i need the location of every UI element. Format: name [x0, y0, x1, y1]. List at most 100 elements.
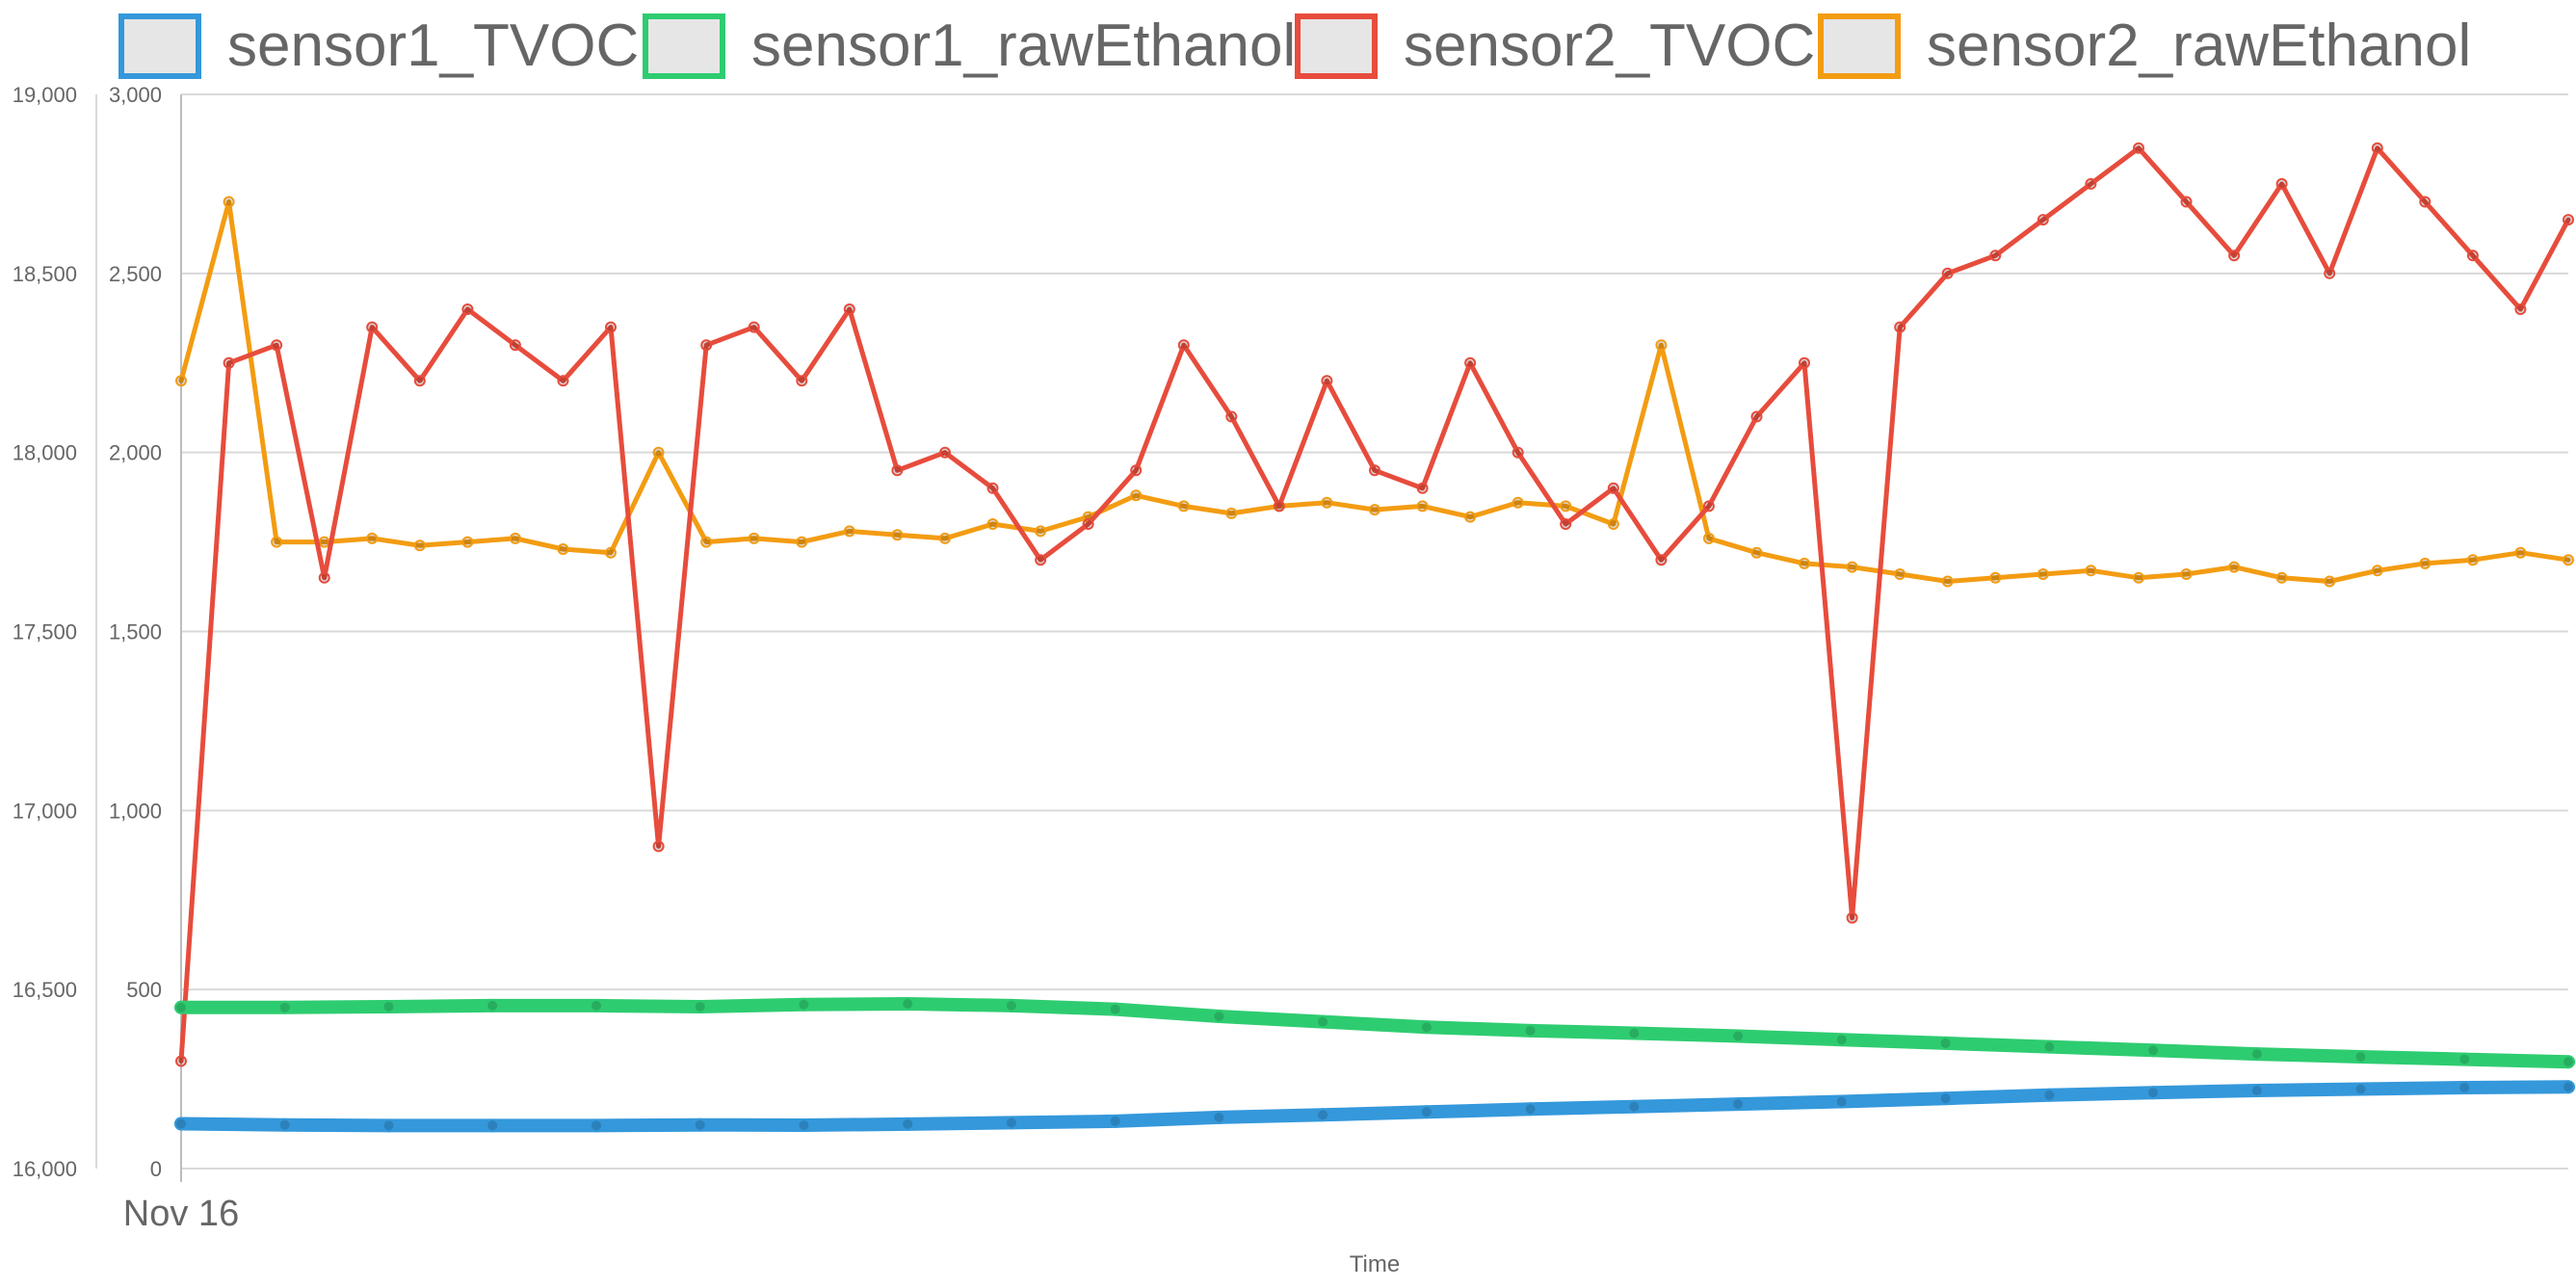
legend[interactable]: sensor1_TVOC sensor1_rawEthanol sensor2_TV…	[118, 13, 2471, 79]
data-point	[1627, 1026, 1642, 1040]
left-tick-label: 18,500	[13, 262, 77, 286]
data-point	[796, 536, 808, 548]
data-point	[1750, 410, 1763, 423]
data-point	[1177, 339, 1190, 352]
data-point	[1464, 356, 1477, 369]
legend-item-sensor1_rawEthanol[interactable]: sensor1_rawEthanol	[643, 13, 1296, 79]
data-point	[1834, 1094, 1849, 1109]
data-point	[557, 375, 569, 387]
data-point	[271, 339, 283, 352]
data-point	[2514, 546, 2527, 559]
data-point	[1607, 482, 1619, 494]
data-point	[700, 536, 713, 548]
legend-swatch	[118, 13, 201, 79]
data-point	[509, 339, 521, 352]
legend-label: sensor1_rawEthanol	[751, 13, 1296, 79]
data-point	[2563, 554, 2574, 566]
left-tick-label: 19,000	[13, 83, 77, 107]
data-point	[2228, 250, 2241, 262]
data-point	[1004, 1116, 1018, 1130]
series-line	[178, 145, 2571, 1064]
data-point	[1004, 998, 1018, 1012]
data-point	[1894, 568, 1906, 580]
data-point	[174, 1117, 188, 1131]
data-point	[2180, 196, 2193, 208]
data-point	[1523, 1102, 1538, 1117]
data-point	[1082, 518, 1094, 530]
data-point	[1523, 1023, 1538, 1038]
data-point	[2042, 1039, 2057, 1054]
data-point	[1316, 1014, 1330, 1029]
data-point	[939, 446, 951, 459]
data-point	[1130, 489, 1143, 502]
data-point	[2133, 571, 2144, 584]
data-point	[271, 536, 283, 548]
data-point	[2324, 575, 2336, 588]
data-point	[486, 998, 500, 1012]
data-point	[1655, 554, 1668, 566]
data-point	[413, 375, 426, 387]
data-point	[509, 532, 521, 544]
data-point	[605, 321, 617, 333]
data-point	[318, 536, 330, 548]
data-point	[700, 339, 713, 352]
data-point	[1511, 496, 1524, 509]
data-point	[1989, 571, 2002, 584]
data-point	[901, 997, 915, 1011]
data-point	[843, 525, 855, 538]
legend-item-sensor2_rawEthanol[interactable]: sensor2_rawEthanol	[1818, 13, 2471, 79]
legend-swatch	[1818, 13, 1901, 79]
data-point	[2371, 142, 2383, 154]
data-point	[1799, 557, 1810, 569]
data-point	[557, 543, 569, 555]
data-point	[366, 321, 379, 333]
data-point	[1130, 464, 1143, 477]
data-point	[1731, 1029, 1746, 1043]
legend-label: sensor2_rawEthanol	[1927, 13, 2471, 79]
data-point	[2275, 177, 2288, 190]
data-point	[1464, 511, 1477, 523]
data-point	[590, 1118, 603, 1133]
series-lines	[174, 142, 2575, 1133]
data-point	[1369, 464, 1380, 477]
series-line	[174, 997, 2575, 1069]
data-point	[797, 1118, 811, 1132]
data-point	[1212, 1010, 1226, 1023]
data-point	[2466, 250, 2479, 262]
data-point	[1655, 339, 1668, 352]
grid-lines	[181, 93, 2568, 1170]
data-point	[223, 196, 235, 208]
data-point	[2037, 568, 2049, 580]
data-point	[1419, 1105, 1433, 1119]
data-point	[2563, 214, 2574, 226]
data-point	[1108, 1002, 1122, 1016]
data-point	[1416, 500, 1429, 513]
data-point	[381, 1118, 396, 1133]
data-point	[2085, 177, 2097, 190]
legend-item-sensor2_TVOC[interactable]: sensor2_TVOC	[1295, 13, 1815, 79]
data-point	[1321, 496, 1333, 509]
series-sensor1_rawEthanol	[174, 997, 2575, 1069]
data-point	[413, 539, 426, 552]
data-point	[1846, 561, 1858, 573]
left-tick-label: 16,500	[13, 978, 77, 1002]
right-tick-label: 500	[126, 978, 162, 1002]
legend-item-sensor1_TVOC[interactable]: sensor1_TVOC	[118, 13, 639, 79]
data-point	[901, 1117, 915, 1131]
data-point	[2085, 565, 2097, 577]
data-point	[2466, 554, 2479, 566]
data-point	[2419, 557, 2431, 569]
left-tick-label: 17,500	[13, 620, 77, 644]
data-point	[2324, 267, 2336, 279]
data-point	[1989, 250, 2002, 262]
data-point	[1627, 1099, 1642, 1114]
data-point	[1941, 575, 1954, 588]
data-point	[2228, 561, 2241, 573]
data-point	[1321, 375, 1333, 387]
data-point	[277, 1000, 292, 1014]
data-point	[2275, 571, 2288, 584]
data-point	[1607, 518, 1619, 530]
data-point	[175, 1055, 187, 1067]
